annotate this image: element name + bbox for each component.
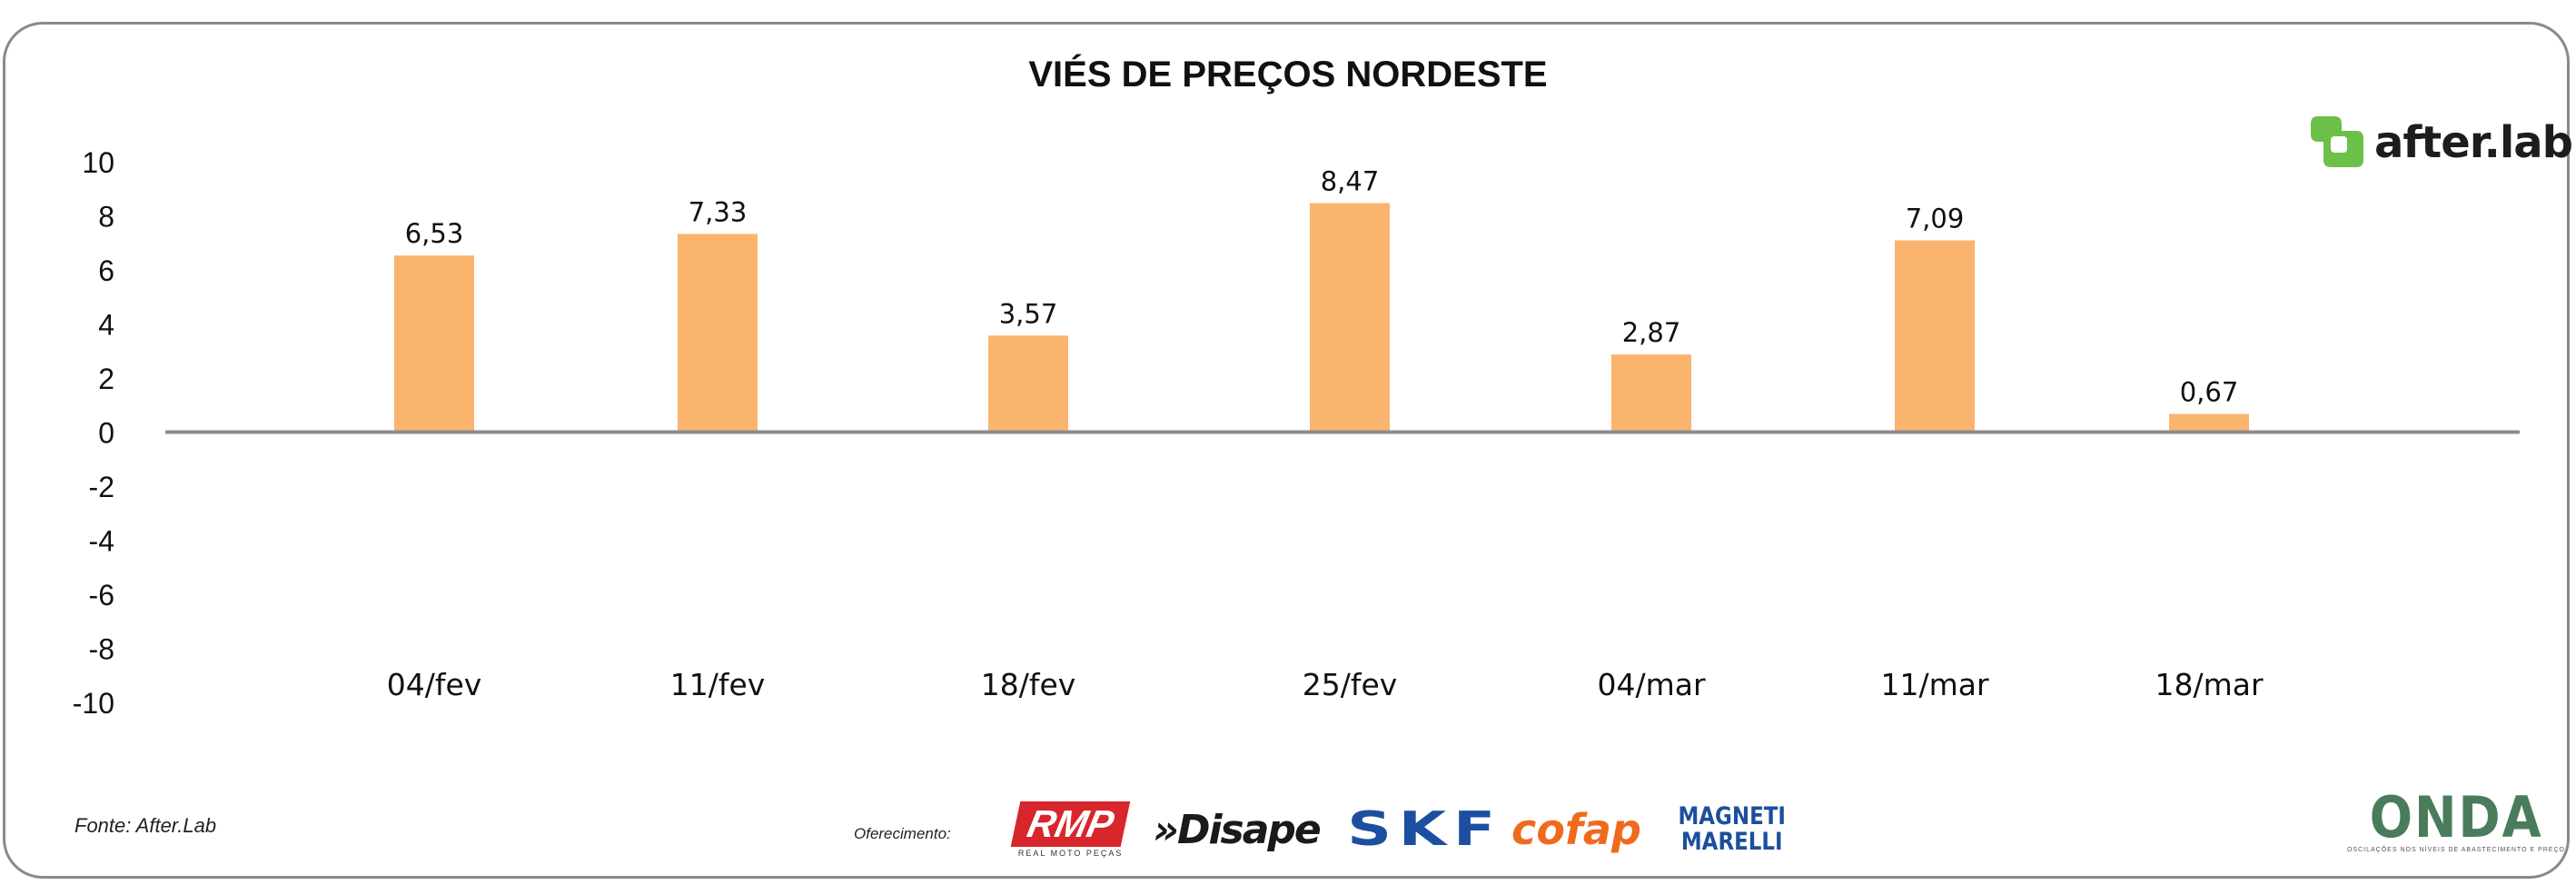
bar bbox=[678, 234, 758, 433]
x-tick-label: 04/fev bbox=[387, 667, 482, 702]
y-tick-label: -2 bbox=[89, 471, 114, 503]
y-tick-label: 8 bbox=[98, 201, 114, 234]
bar bbox=[988, 335, 1068, 433]
magneti-marelli-logo: MAGNETI MARELLI bbox=[1678, 802, 1786, 856]
afterlab-mark-icon bbox=[2304, 114, 2369, 171]
y-tick-label: -4 bbox=[89, 525, 114, 558]
x-tick-label: 04/mar bbox=[1597, 667, 1705, 702]
onda-logo-subtitle: OSCILAÇÕES NOS NÍVEIS DE ABASTECIMENTO E… bbox=[2347, 847, 2565, 853]
chart-title: VIÉS DE PREÇOS NORDESTE bbox=[1028, 55, 1548, 94]
y-tick-label: 2 bbox=[98, 363, 114, 395]
bar bbox=[1895, 240, 1975, 433]
y-tick-label: -8 bbox=[89, 633, 114, 666]
x-tick-label: 18/fev bbox=[981, 667, 1076, 702]
bar bbox=[1310, 203, 1390, 433]
disape-logo: »Disape bbox=[1153, 806, 1321, 853]
bar-value-label: 0,67 bbox=[2180, 377, 2239, 408]
bar bbox=[2169, 413, 2249, 433]
y-tick-label: 0 bbox=[98, 417, 114, 450]
x-tick-label: 25/fev bbox=[1303, 667, 1398, 702]
y-tick-label: 6 bbox=[98, 254, 114, 287]
source-note: Fonte: After.Lab bbox=[74, 814, 217, 837]
y-tick-label: 4 bbox=[98, 309, 114, 342]
y-tick-label: 10 bbox=[82, 146, 114, 179]
y-tick-label: -6 bbox=[89, 579, 114, 612]
bar-value-label: 8,47 bbox=[1321, 166, 1380, 197]
chart-card bbox=[3, 22, 2570, 879]
bar-value-label: 7,33 bbox=[689, 196, 748, 227]
onda-logo-word: ONDA bbox=[2369, 784, 2543, 850]
cofap-logo-text: cofap bbox=[1511, 805, 1641, 854]
bar bbox=[1611, 354, 1691, 433]
y-tick-label: -10 bbox=[73, 687, 114, 720]
bar bbox=[394, 255, 474, 433]
rmp-logo: RMP REAL MOTO PEÇAS bbox=[1010, 801, 1131, 858]
skf-logo: SKF bbox=[1347, 802, 1502, 857]
sponsor-logos: RMP REAL MOTO PEÇAS »Disape SKF cofap MA… bbox=[1010, 798, 1822, 861]
afterlab-logo-text: after.lab bbox=[2374, 117, 2573, 168]
x-tick-label: 11/fev bbox=[670, 667, 766, 702]
x-tick-label: 11/mar bbox=[1880, 667, 1988, 702]
x-tick-label: 18/mar bbox=[2155, 667, 2263, 702]
bar-value-label: 7,09 bbox=[1906, 204, 1965, 234]
bar-value-label: 6,53 bbox=[405, 218, 464, 249]
cofap-logo: cofap bbox=[1511, 805, 1641, 854]
bar-value-label: 2,87 bbox=[1622, 317, 1681, 348]
bar-value-label: 3,57 bbox=[999, 298, 1058, 329]
afterlab-logo: after.lab bbox=[2304, 111, 2573, 174]
onda-logo: ONDA OSCILAÇÕES NOS NÍVEIS DE ABASTECIME… bbox=[2347, 784, 2565, 854]
sponsor-label: Oferecimento: bbox=[854, 825, 951, 842]
